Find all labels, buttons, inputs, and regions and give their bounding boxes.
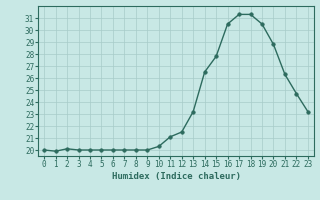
X-axis label: Humidex (Indice chaleur): Humidex (Indice chaleur)	[111, 172, 241, 181]
